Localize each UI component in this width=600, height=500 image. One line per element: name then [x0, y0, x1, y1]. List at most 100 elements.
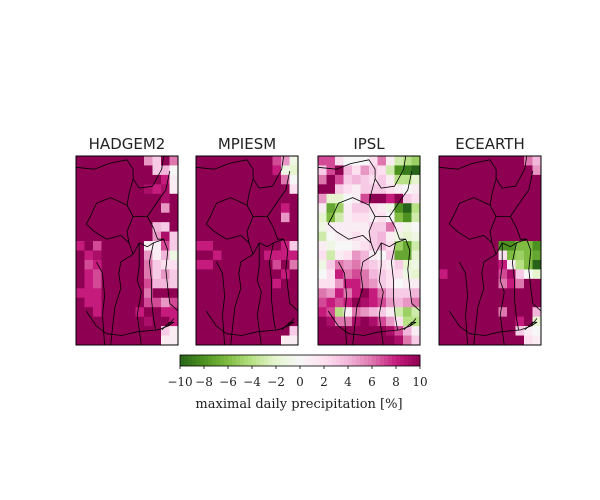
heatmap-cell — [326, 250, 336, 261]
heatmap-cell — [169, 203, 179, 214]
heatmap-cell — [464, 193, 474, 204]
heatmap-cell — [464, 174, 474, 185]
heatmap-cell — [360, 165, 370, 176]
heatmap-cell — [144, 250, 153, 261]
heatmap-cell — [335, 307, 344, 317]
heatmap-cell — [335, 231, 344, 242]
heatmap-cell — [118, 278, 128, 289]
heatmap-cell — [473, 278, 482, 289]
heatmap-cell — [335, 316, 344, 327]
heatmap-cell — [84, 212, 94, 223]
heatmap-cell — [369, 326, 378, 336]
heatmap-cell — [411, 259, 421, 270]
heatmap-cell — [343, 259, 353, 270]
heatmap-cell — [473, 212, 482, 223]
heatmap-cell — [318, 250, 327, 261]
heatmap-cell — [515, 165, 525, 176]
heatmap-cell — [439, 231, 448, 242]
heatmap-cell — [386, 316, 395, 327]
heatmap-cell — [264, 231, 273, 242]
heatmap-cell — [238, 269, 248, 280]
heatmap-cell — [289, 316, 299, 327]
heatmap-cell — [515, 193, 525, 204]
heatmap-cell — [532, 212, 542, 223]
heatmap-cell — [127, 165, 136, 176]
heatmap-cell — [135, 259, 145, 270]
heatmap-cell — [439, 326, 448, 336]
heatmap-cell — [221, 203, 231, 214]
heatmap-cell — [93, 212, 102, 223]
heatmap-cell — [93, 335, 102, 346]
heatmap-cell — [464, 316, 474, 327]
heatmap-cell — [238, 278, 248, 289]
country-border — [256, 242, 262, 346]
heatmap-cell — [255, 156, 265, 166]
heatmap-cell — [473, 316, 482, 327]
heatmap-cell — [152, 335, 162, 346]
heatmap-cell — [101, 174, 111, 185]
heatmap-cell — [238, 184, 248, 195]
heatmap-cell — [264, 250, 273, 261]
heatmap-cell — [456, 222, 465, 232]
heatmap-cell — [456, 193, 465, 204]
heatmap-cell — [161, 278, 170, 289]
heatmap-cell — [464, 278, 474, 289]
heatmap-cell — [473, 241, 482, 251]
heatmap-cell — [289, 165, 299, 176]
heatmap-cell — [318, 316, 327, 327]
heatmap-cell — [507, 184, 516, 195]
heatmap-cell — [76, 297, 85, 308]
heatmap-cell — [386, 307, 395, 317]
heatmap-cell — [230, 241, 239, 251]
heatmap-cell — [247, 335, 256, 346]
heatmap-cell — [335, 259, 344, 270]
colorbar-segment — [180, 355, 185, 366]
heatmap-cell — [498, 250, 508, 261]
heatmap-cell — [196, 241, 205, 251]
colorbar-segment — [248, 355, 253, 366]
heatmap-cell — [169, 316, 179, 327]
heatmap-cell — [386, 335, 395, 346]
heatmap-cell — [264, 156, 273, 166]
heatmap-cell — [507, 222, 516, 232]
heatmap-cell — [76, 307, 85, 317]
heatmap-cell — [490, 288, 499, 299]
heatmap-cell — [247, 193, 256, 204]
colorbar-segment — [296, 355, 301, 366]
heatmap-cell — [532, 165, 542, 176]
heatmap-cell — [213, 174, 222, 185]
heatmap-cell — [524, 307, 533, 317]
colorbar-segment — [372, 355, 377, 366]
heatmap-cell — [447, 288, 457, 299]
heatmap-cell — [490, 165, 499, 176]
heatmap-cell — [481, 174, 491, 185]
heatmap-cell — [498, 156, 508, 166]
heatmap-cell — [464, 212, 474, 223]
colorbar-tick-label: 4 — [344, 375, 352, 389]
heatmap-cell — [498, 241, 508, 251]
heatmap-cell — [255, 278, 265, 289]
colorbar-segment — [216, 355, 221, 366]
map-panel-ipsl: IPSL — [317, 135, 421, 346]
heatmap-cell — [118, 203, 128, 214]
heatmap-cell — [169, 288, 179, 299]
heatmap-cell — [127, 212, 136, 223]
heatmap-cell — [161, 156, 170, 166]
heatmap-cell — [377, 212, 387, 223]
heatmap-cell — [318, 193, 327, 204]
heatmap-cell — [213, 203, 222, 214]
heatmap-cell — [394, 184, 404, 195]
heatmap-cell — [498, 231, 508, 242]
heatmap-cell — [439, 156, 448, 166]
heatmap-cell — [498, 212, 508, 223]
heatmap-cell — [532, 269, 542, 280]
heatmap-cells — [76, 156, 179, 346]
colorbar-segment — [320, 355, 325, 366]
heatmap-cell — [152, 250, 162, 261]
heatmap-cell — [144, 297, 153, 308]
panel-frame — [75, 155, 179, 346]
map-panel-ecearth: ECEARTH — [438, 135, 542, 346]
heatmap-cell — [411, 335, 421, 346]
heatmap-cell — [281, 212, 290, 223]
heatmap-cell — [473, 288, 482, 299]
